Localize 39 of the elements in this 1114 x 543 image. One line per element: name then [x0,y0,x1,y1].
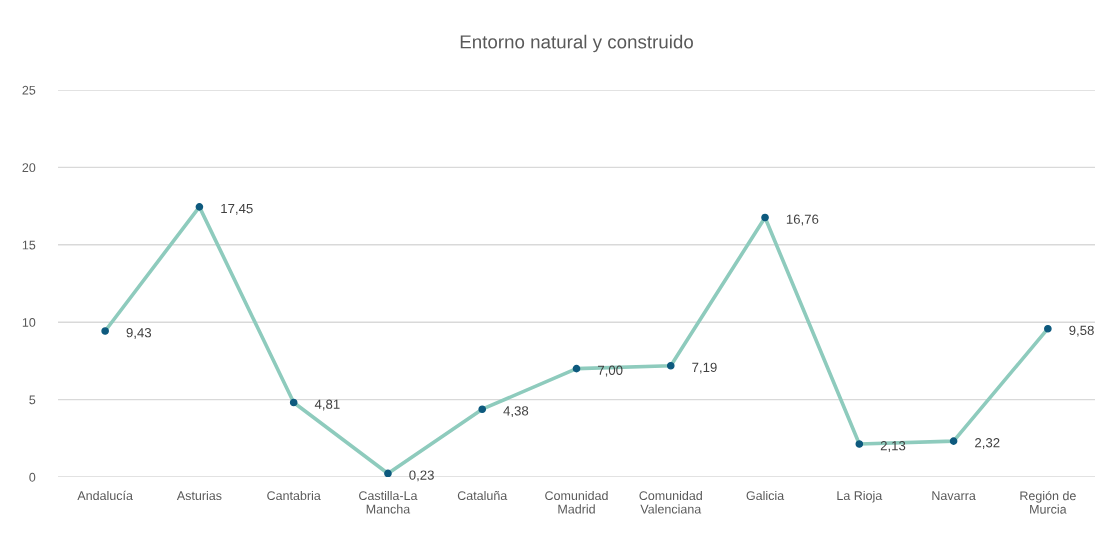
point [289,398,298,407]
x-tick-label: Galicia [746,490,785,501]
point [761,213,769,222]
y-tick-label: 15 [22,240,36,250]
y-tick-label: 5 [29,395,36,405]
x-tick-label: Comunidad Madrid [545,490,608,514]
data-label: 0,23 [409,470,434,482]
data-label: 9,43 [126,328,152,339]
data-label: 4,81 [314,399,340,411]
data-label: 2,13 [880,441,906,452]
point [949,437,958,445]
point [572,364,581,373]
point [666,361,675,370]
x-tick-label: Andalucía [77,490,133,501]
chart-title: Entorno natural y construido [460,34,693,53]
x-tick-label: Cataluña [457,490,508,501]
x-tick-label: Asturias [176,490,222,501]
point [855,440,864,448]
x-tick-label: Cantabria [267,490,321,501]
x-tick-label: Castilla-La Mancha [359,490,418,514]
point [101,327,109,335]
data-label: 2,32 [975,438,1000,449]
data-label: 7,19 [692,362,717,374]
y-tick-label: 10 [22,318,36,327]
data-label: 4,38 [503,406,529,418]
data-label: 17,45 [221,203,253,215]
y-tick-label: 20 [22,163,36,173]
point [1044,324,1052,333]
x-tick-label: Comunidad Valenciana [639,490,702,514]
x-tick-label: Navarra [932,491,976,501]
point [478,405,487,414]
x-tick-label: Región de Murcia [1020,490,1076,514]
point [195,203,204,211]
data-label: 16,76 [786,214,819,226]
y-tick-label: 0 [29,472,36,482]
point [384,469,392,477]
y-tick-label: 25 [22,85,36,95]
data-label: 9,58 [1069,325,1094,337]
x-tick-label: La Rioja [837,490,883,503]
